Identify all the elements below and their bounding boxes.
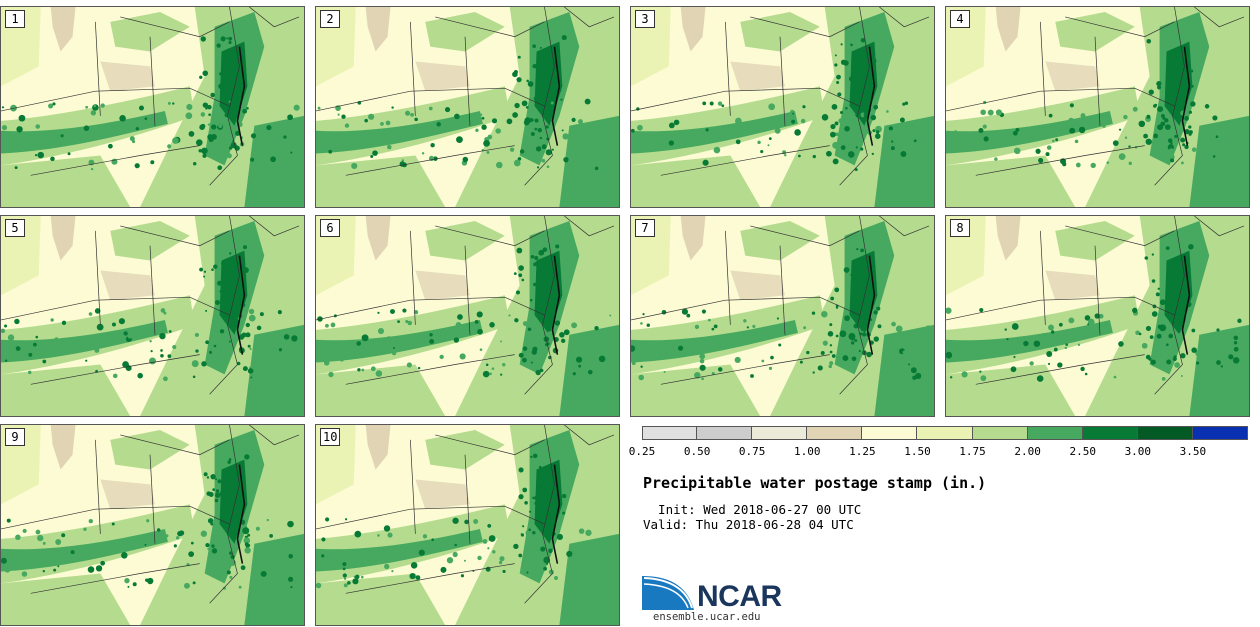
colorbar-bin <box>642 426 698 440</box>
panel-label: 10 <box>320 428 341 446</box>
postage-stamp-panel: 1 <box>0 6 305 208</box>
colorbar-bin <box>1082 426 1138 440</box>
colorbar-tick-label: 1.25 <box>849 445 876 458</box>
colorbar-bin <box>972 426 1028 440</box>
postage-stamp-panel: 3 <box>630 6 935 208</box>
postage-stamp-panel: 8 <box>945 215 1250 417</box>
panel-label: 3 <box>635 10 655 28</box>
colorbar-bin <box>697 426 753 440</box>
colorbar-bin <box>1192 426 1248 440</box>
colorbar-tick-label: 1.75 <box>959 445 986 458</box>
panel-label: 4 <box>950 10 970 28</box>
colorbar-bin <box>807 426 863 440</box>
panel-label: 8 <box>950 219 970 237</box>
panel-label: 6 <box>320 219 340 237</box>
panel-label: 9 <box>5 428 25 446</box>
colorbar-bin <box>862 426 918 440</box>
colorbar-bin <box>917 426 973 440</box>
colorbar-tick-label: 3.50 <box>1179 445 1207 458</box>
postage-stamp-panel: 2 <box>315 6 620 208</box>
valid-time: Valid: Thu 2018-06-28 04 UTC <box>643 517 854 532</box>
ncar-logo-icon <box>642 576 694 610</box>
colorbar-tick-label: 0.50 <box>683 445 711 458</box>
colorbar <box>642 426 1248 440</box>
chart-title: Precipitable water postage stamp (in.) <box>643 474 987 492</box>
postage-stamp-panel: 6 <box>315 215 620 417</box>
colorbar-bin <box>1137 426 1193 440</box>
panel-label: 5 <box>5 219 25 237</box>
postage-stamp-panel: 9 <box>0 424 305 626</box>
panel-label: 7 <box>635 219 655 237</box>
colorbar-tick-label: 2.50 <box>1069 445 1096 458</box>
panel-label: 1 <box>5 10 25 28</box>
website-url[interactable]: ensemble.ucar.edu <box>653 611 761 623</box>
colorbar-tick-label: 2.00 <box>1014 445 1041 458</box>
colorbar-tick-label: 0.75 <box>738 445 766 458</box>
colorbar-tick-label: 0.25 <box>628 445 656 458</box>
postage-stamp-panel: 5 <box>0 215 305 417</box>
init-time: Init: Wed 2018-06-27 00 UTC <box>643 502 862 517</box>
ncar-logo-text: NCAR <box>697 580 782 613</box>
colorbar-tick-label: 3.00 <box>1124 445 1152 458</box>
panel-label: 2 <box>320 10 340 28</box>
colorbar-tick-label: 1.50 <box>904 445 931 458</box>
colorbar-bin <box>1027 426 1083 440</box>
postage-stamp-panel: 4 <box>945 6 1250 208</box>
postage-stamp-panel: 10 <box>315 424 620 626</box>
postage-stamp-panel: 7 <box>630 215 935 417</box>
colorbar-bin <box>752 426 808 440</box>
colorbar-tick-label: 1.00 <box>794 445 821 458</box>
